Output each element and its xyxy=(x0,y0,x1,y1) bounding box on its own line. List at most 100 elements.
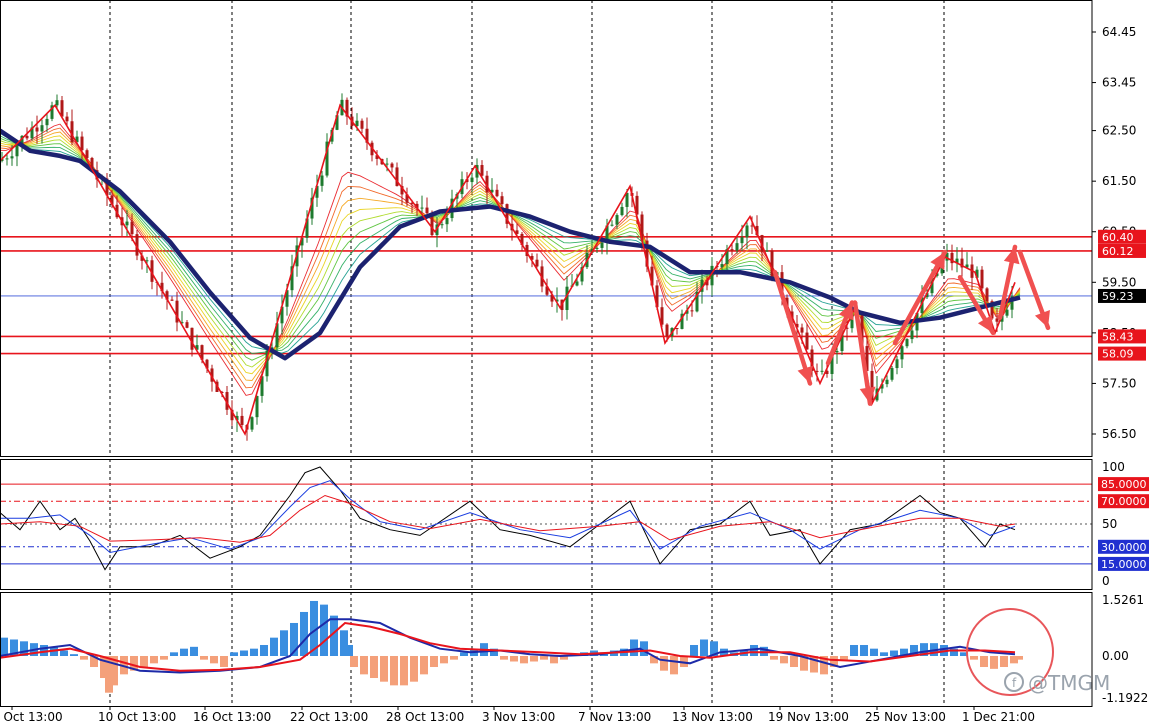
price-tick-label: 57.50 xyxy=(1102,376,1136,390)
candle-body xyxy=(890,368,894,380)
osc-series-2 xyxy=(0,494,1016,543)
arrow-shaft-0 xyxy=(772,269,813,386)
candle-body xyxy=(105,178,109,196)
candle-body xyxy=(985,288,989,302)
macd-bar-58 xyxy=(560,656,568,660)
candle-body xyxy=(550,294,554,302)
macd-bar-57 xyxy=(550,656,558,664)
price-axis: 64.4563.4562.5061.5060.5059.5058.5057.50… xyxy=(1092,25,1149,705)
candle-body xyxy=(25,135,29,139)
macd-bar-21 xyxy=(200,656,208,660)
oscillator-panel[interactable] xyxy=(0,459,1092,589)
date-label-0: 6 Oct 13:00 xyxy=(0,710,63,724)
candle-body xyxy=(825,370,829,375)
candle-body xyxy=(90,157,94,171)
candle-body xyxy=(595,247,599,249)
macd-bar-11 xyxy=(105,656,113,693)
oscillator-levels xyxy=(0,483,1092,565)
candle-body xyxy=(730,249,734,251)
candle-body xyxy=(445,218,449,225)
candle-body xyxy=(755,225,759,236)
candle-body xyxy=(750,225,754,227)
candle-body xyxy=(175,300,179,323)
macd-bar-55 xyxy=(530,656,538,662)
arrow-head-5 xyxy=(1003,246,1020,265)
candle-body xyxy=(530,255,534,260)
candle-body xyxy=(870,370,874,401)
macd-bar-52 xyxy=(500,656,508,660)
macd-bar-16 xyxy=(150,656,158,664)
candle-body xyxy=(345,99,349,117)
candle-body xyxy=(810,349,814,371)
macd-series-0 xyxy=(0,618,1016,674)
price-panel[interactable] xyxy=(0,0,1092,456)
candle-body xyxy=(680,313,684,329)
date-axis: 6 Oct 13:00 10 Oct 13:00 16 Oct 13:00 22 Oc… xyxy=(0,706,1035,724)
price-tag-label: 58.43 xyxy=(1102,330,1134,343)
candle-body xyxy=(960,258,964,268)
macd-bar-70 xyxy=(680,656,688,668)
price-tag-bg xyxy=(1098,346,1146,361)
macd-bar-81 xyxy=(790,656,798,668)
macd-bar-93 xyxy=(910,644,918,656)
arrow-head-3 xyxy=(930,251,945,270)
candle-body xyxy=(675,328,679,330)
macd-bar-33 xyxy=(320,604,328,656)
macd-bar-89 xyxy=(870,648,878,656)
macd-bar-8 xyxy=(80,656,88,660)
macd-panel[interactable] xyxy=(0,592,1023,706)
candle-body xyxy=(70,121,74,143)
candle-body xyxy=(635,195,639,215)
candle-body xyxy=(170,299,174,301)
macd-bar-15 xyxy=(140,656,148,668)
osc-tag-label: 70.0000 xyxy=(1101,495,1147,508)
candle-body xyxy=(45,118,49,126)
macd-bar-43 xyxy=(410,656,418,682)
watermark-text: @TMGM xyxy=(1028,671,1110,695)
candle-body xyxy=(0,159,4,161)
candle-body xyxy=(910,330,914,340)
candle-body xyxy=(835,351,839,353)
date-label-6: 7 Nov 13:00 xyxy=(578,710,651,724)
candle-body xyxy=(40,125,44,132)
candle-body xyxy=(925,293,929,298)
macd-bar-104 xyxy=(1015,656,1023,660)
candle-body xyxy=(520,233,524,245)
candle-body xyxy=(15,145,19,157)
macd-axis-label: 0.00 xyxy=(1102,649,1129,663)
macd-bar-39 xyxy=(370,656,378,679)
price-tag-bg xyxy=(1098,288,1146,303)
candle-body xyxy=(880,384,884,389)
price-tag-label: 60.40 xyxy=(1102,231,1134,244)
candle-body xyxy=(145,260,149,262)
vertical-grid xyxy=(109,0,945,456)
candle-body xyxy=(390,163,394,168)
candle-body xyxy=(480,165,484,176)
candle-body xyxy=(490,189,494,193)
candle-body xyxy=(430,213,434,236)
candle-body xyxy=(410,202,414,204)
candle-body xyxy=(365,128,369,143)
date-label-3: 22 Oct 13:00 xyxy=(290,710,368,724)
macd-bar-85 xyxy=(830,656,838,668)
candle-body xyxy=(300,237,304,246)
macd-bar-22 xyxy=(210,656,218,664)
osc-tag-bg xyxy=(1098,539,1149,554)
candle-body xyxy=(895,359,899,369)
candle-body xyxy=(865,346,869,371)
candle-body xyxy=(195,345,199,350)
candle-body xyxy=(685,310,689,314)
macd-bar-2 xyxy=(20,641,28,656)
macd-bar-14 xyxy=(130,656,138,671)
watermark: f @TMGM xyxy=(1004,671,1110,695)
candle-body xyxy=(60,100,64,117)
panel-frame-1 xyxy=(0,459,1093,590)
candle-body xyxy=(335,115,339,130)
candle-body xyxy=(500,196,504,205)
macd-bar-36 xyxy=(345,644,353,656)
candle-body xyxy=(610,224,614,226)
date-label-2: 16 Oct 13:00 xyxy=(193,710,271,724)
candle-body xyxy=(525,244,529,256)
